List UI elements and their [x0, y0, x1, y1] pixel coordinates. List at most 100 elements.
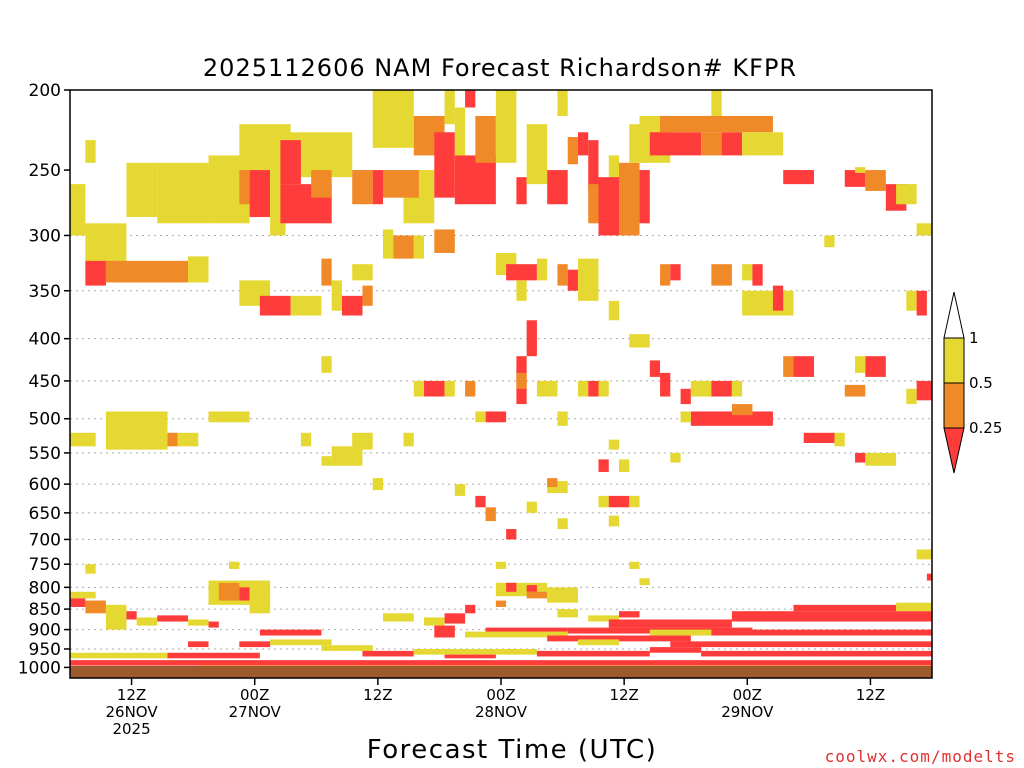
- ri-cell: [926, 573, 932, 581]
- x-tick-label: 00Z: [733, 686, 762, 704]
- ri-cell: [321, 258, 332, 286]
- ri-cell: [157, 162, 209, 224]
- credit-text: coolwx.com/modelts: [825, 747, 1016, 766]
- ri-cell: [526, 124, 548, 185]
- y-tick-label: 400: [29, 330, 61, 350]
- ri-cell: [85, 600, 106, 614]
- ri-cell: [239, 170, 250, 205]
- ri-cell: [331, 280, 342, 311]
- ri-cell: [167, 652, 260, 659]
- ri-cell: [526, 585, 537, 592]
- ri-cell: [126, 611, 137, 620]
- ri-cell: [157, 615, 189, 622]
- ri-cell: [690, 380, 712, 397]
- ri-cell: [711, 90, 722, 116]
- ri-cell: [916, 223, 932, 236]
- ri-cell: [536, 258, 548, 281]
- ri-cell: [629, 495, 640, 508]
- ri-cell: [721, 132, 743, 156]
- ri-cell: [783, 356, 794, 377]
- ri-cell: [70, 184, 86, 236]
- ri-cell: [70, 660, 932, 666]
- ri-cell: [85, 564, 96, 574]
- ri-cell: [598, 495, 609, 508]
- ri-cell: [577, 380, 589, 397]
- ri-cell: [588, 184, 599, 224]
- ri-cell: [855, 452, 866, 463]
- ri-cell: [454, 155, 496, 205]
- colorbar-level-label: 0.25: [969, 419, 1002, 437]
- ri-cell: [639, 170, 650, 224]
- y-tick-label: 500: [29, 410, 61, 430]
- chart-title: 2025112606 NAM Forecast Richardson# KFPR: [203, 54, 797, 82]
- ri-cell: [680, 411, 691, 423]
- ri-cell: [608, 439, 620, 450]
- ri-cell: [259, 295, 291, 316]
- ri-cell: [239, 587, 250, 601]
- ri-cell: [506, 582, 517, 592]
- ri-cell: [85, 140, 96, 163]
- ri-cell: [649, 647, 702, 653]
- ri-cell: [444, 380, 455, 397]
- ri-cell: [598, 459, 609, 472]
- ri-cell: [588, 615, 620, 622]
- ri-cell: [341, 295, 363, 316]
- ri-cell: [711, 380, 732, 397]
- ri-cell: [567, 269, 578, 291]
- x-tick-label: 12Z: [363, 686, 392, 704]
- ri-cell: [608, 619, 732, 628]
- ri-cell: [105, 411, 168, 450]
- ri-cell: [629, 334, 650, 348]
- x-tick-label: 12Z: [856, 686, 885, 704]
- ri-cell: [382, 229, 394, 259]
- ri-cell: [577, 639, 620, 646]
- y-tick-label: 650: [29, 504, 61, 524]
- ri-cell: [577, 132, 589, 156]
- ri-cell: [526, 501, 537, 513]
- ri-cell: [670, 264, 681, 281]
- x-tick-label: 27NOV: [229, 703, 282, 721]
- ri-cell: [495, 90, 517, 163]
- ri-cell: [701, 650, 932, 657]
- ri-cell: [70, 591, 96, 599]
- ri-cell: [362, 285, 373, 306]
- ri-cell: [249, 162, 271, 218]
- ri-cell: [352, 264, 373, 281]
- ri-cell: [382, 613, 414, 622]
- ri-cell: [465, 90, 476, 108]
- colorbar-level-label: 0.5: [969, 374, 993, 392]
- ri-cell: [454, 107, 466, 185]
- ri-cell: [834, 432, 845, 447]
- ri-cell: [229, 561, 240, 569]
- y-tick-label: 250: [29, 161, 61, 181]
- ri-cell: [136, 617, 158, 626]
- colorbar-top-arrow: [943, 291, 965, 339]
- x-tick-label: 00Z: [486, 686, 515, 704]
- ri-cell: [485, 411, 507, 423]
- ri-cell: [188, 256, 209, 283]
- ri-cell: [506, 264, 537, 281]
- ri-cell: [465, 380, 476, 397]
- ri-cell: [465, 604, 476, 614]
- ri-cell: [896, 184, 917, 205]
- ri-cell: [444, 613, 466, 624]
- ri-cell: [547, 587, 578, 603]
- y-tick-label: 1000: [18, 658, 61, 678]
- y-tick-label: 600: [29, 475, 61, 495]
- ri-cell: [218, 582, 240, 601]
- ri-cell: [619, 611, 640, 618]
- ri-cell: [557, 264, 568, 286]
- ri-cell: [629, 561, 640, 569]
- ri-cell: [475, 495, 486, 508]
- ri-cell: [557, 609, 578, 618]
- colorbar-bottom-arrow: [943, 427, 965, 474]
- y-tick-label: 700: [29, 530, 61, 550]
- y-tick-label: 900: [29, 621, 61, 641]
- ri-cell: [598, 380, 609, 397]
- ri-cell: [731, 380, 743, 397]
- y-tick-label: 850: [29, 600, 61, 620]
- ri-cell: [270, 639, 332, 646]
- ri-cell: [547, 170, 568, 205]
- ri-cell: [619, 459, 630, 472]
